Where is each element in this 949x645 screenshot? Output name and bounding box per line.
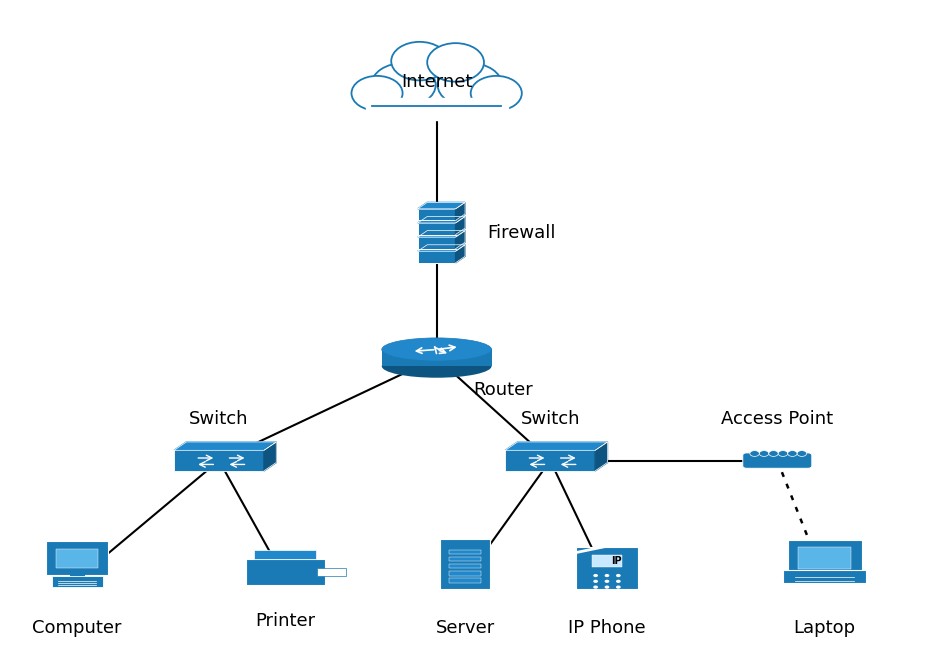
FancyBboxPatch shape — [449, 578, 481, 582]
FancyBboxPatch shape — [788, 541, 862, 575]
FancyBboxPatch shape — [418, 209, 456, 221]
FancyBboxPatch shape — [254, 550, 316, 559]
Polygon shape — [418, 203, 465, 209]
FancyBboxPatch shape — [505, 450, 595, 471]
Polygon shape — [595, 442, 607, 471]
FancyBboxPatch shape — [440, 539, 490, 589]
Polygon shape — [456, 203, 465, 221]
FancyBboxPatch shape — [449, 564, 481, 568]
FancyBboxPatch shape — [174, 450, 264, 471]
Text: Router: Router — [473, 381, 532, 399]
Circle shape — [593, 586, 598, 589]
Polygon shape — [505, 442, 607, 450]
Polygon shape — [456, 217, 465, 235]
Text: Printer: Printer — [255, 612, 315, 630]
Ellipse shape — [381, 355, 492, 378]
Polygon shape — [174, 442, 276, 450]
FancyBboxPatch shape — [743, 453, 811, 468]
Circle shape — [616, 580, 621, 583]
FancyBboxPatch shape — [783, 570, 866, 583]
Polygon shape — [264, 442, 276, 471]
Circle shape — [437, 63, 502, 106]
Polygon shape — [456, 245, 465, 263]
Circle shape — [593, 574, 598, 577]
Ellipse shape — [788, 451, 797, 457]
Polygon shape — [418, 217, 465, 223]
Ellipse shape — [759, 451, 769, 457]
FancyBboxPatch shape — [418, 251, 456, 263]
FancyBboxPatch shape — [246, 559, 325, 584]
Circle shape — [371, 63, 436, 106]
Text: Laptop: Laptop — [793, 619, 856, 637]
FancyBboxPatch shape — [51, 575, 102, 587]
Ellipse shape — [778, 451, 788, 457]
FancyBboxPatch shape — [418, 223, 456, 235]
Circle shape — [351, 76, 402, 110]
FancyBboxPatch shape — [449, 550, 481, 554]
Text: Firewall: Firewall — [488, 224, 556, 242]
Text: Internet: Internet — [401, 73, 473, 91]
Text: IP: IP — [611, 556, 622, 566]
FancyBboxPatch shape — [592, 555, 623, 566]
FancyBboxPatch shape — [449, 571, 481, 575]
Ellipse shape — [797, 451, 807, 457]
FancyBboxPatch shape — [449, 557, 481, 561]
Circle shape — [427, 43, 484, 82]
FancyBboxPatch shape — [56, 549, 98, 568]
Ellipse shape — [750, 451, 759, 457]
Circle shape — [605, 574, 609, 577]
Text: IP Phone: IP Phone — [568, 619, 645, 637]
FancyBboxPatch shape — [69, 571, 84, 577]
Circle shape — [605, 586, 609, 589]
Text: Switch: Switch — [520, 410, 580, 428]
Polygon shape — [456, 231, 465, 248]
FancyBboxPatch shape — [317, 568, 345, 576]
Circle shape — [471, 76, 522, 110]
FancyBboxPatch shape — [576, 546, 638, 589]
Circle shape — [616, 574, 621, 577]
Polygon shape — [418, 231, 465, 237]
Text: Switch: Switch — [189, 410, 249, 428]
Ellipse shape — [381, 338, 492, 361]
Circle shape — [605, 580, 609, 583]
Circle shape — [616, 586, 621, 589]
Circle shape — [391, 42, 448, 81]
Text: Server: Server — [436, 619, 494, 637]
Text: Access Point: Access Point — [721, 410, 833, 428]
Text: Computer: Computer — [32, 619, 121, 637]
FancyBboxPatch shape — [381, 350, 492, 366]
Ellipse shape — [769, 451, 778, 457]
Polygon shape — [418, 245, 465, 251]
FancyBboxPatch shape — [418, 237, 456, 248]
Circle shape — [593, 580, 598, 583]
FancyBboxPatch shape — [365, 98, 508, 120]
Circle shape — [391, 48, 482, 109]
FancyBboxPatch shape — [798, 547, 851, 569]
FancyBboxPatch shape — [46, 542, 108, 575]
